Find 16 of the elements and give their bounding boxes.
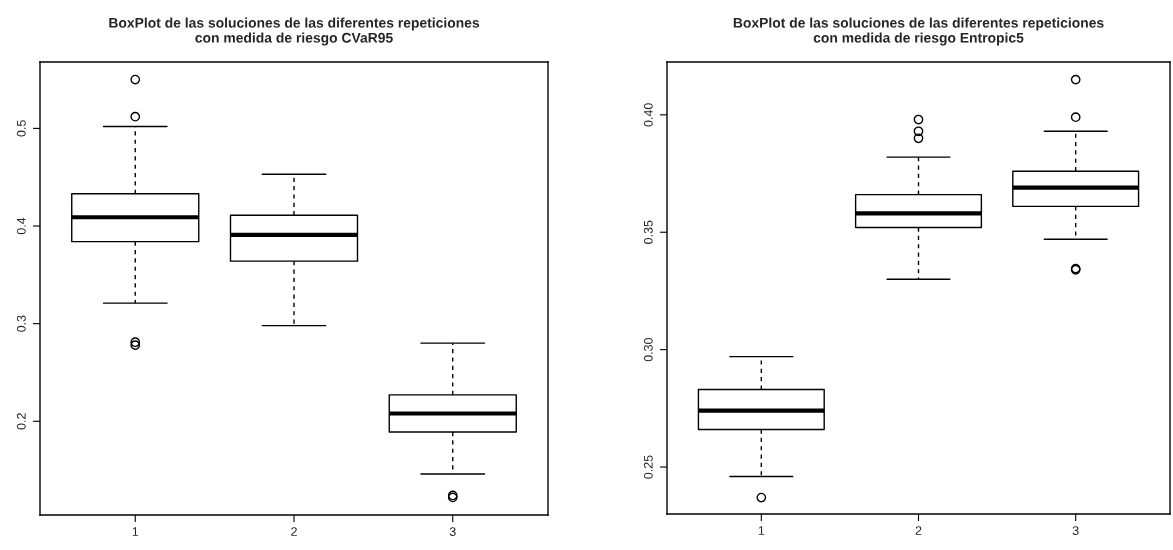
chart-title: BoxPlot de las soluciones de las diferentes repeticiones con medida de riesgo CVaR95 <box>109 17 480 46</box>
y-tick-label: 0.3 <box>16 315 26 332</box>
y-tick-label: 0.2 <box>16 413 26 430</box>
y-tick-label: 0.40 <box>643 103 653 127</box>
x-tick-label: 1 <box>132 527 139 536</box>
y-tick-label: 0.5 <box>16 120 26 137</box>
y-tick-label: 0.25 <box>643 455 653 479</box>
x-tick-label: 2 <box>291 527 297 536</box>
y-tick-label: 0.30 <box>643 337 653 362</box>
x-tick-label: 3 <box>449 527 456 536</box>
y-tick-label: 0.4 <box>16 217 26 235</box>
y-tick-label: 0.35 <box>643 220 653 244</box>
chart-title: BoxPlot de las soluciones de las diferentes repeticiones con medida de riesgo Entropic5 <box>733 17 1104 46</box>
x-tick-label: 2 <box>915 526 922 535</box>
x-tick-label: 3 <box>1072 526 1079 535</box>
x-tick-label: 1 <box>758 526 765 535</box>
